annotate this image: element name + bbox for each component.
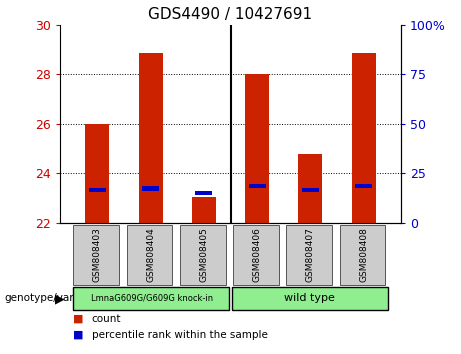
Text: GSM808404: GSM808404 [146,228,155,282]
Text: genotype/variation: genotype/variation [5,293,104,303]
Text: LmnaG609G/G609G knock-in: LmnaG609G/G609G knock-in [91,294,213,303]
Bar [192,197,216,223]
Bar [85,124,109,223]
Text: GSM808405: GSM808405 [199,227,208,282]
Bar [249,184,266,188]
Text: wild type: wild type [284,293,335,303]
Text: GSM808408: GSM808408 [359,227,368,282]
Bar [298,154,322,223]
Text: ▶: ▶ [54,292,64,305]
Bar [142,186,159,190]
Text: ■: ■ [73,330,84,339]
Bar [352,53,376,223]
Text: percentile rank within the sample: percentile rank within the sample [92,330,267,339]
Text: GSM808406: GSM808406 [253,227,262,282]
Title: GDS4490 / 10427691: GDS4490 / 10427691 [148,7,313,22]
Bar [302,188,319,192]
Text: ■: ■ [73,314,84,324]
Text: count: count [92,314,121,324]
Text: GSM808403: GSM808403 [93,227,102,282]
Text: GSM808407: GSM808407 [306,227,315,282]
Bar [195,190,212,195]
Bar [355,184,372,188]
Bar [139,53,163,223]
Bar [89,188,106,192]
Bar [245,74,269,223]
